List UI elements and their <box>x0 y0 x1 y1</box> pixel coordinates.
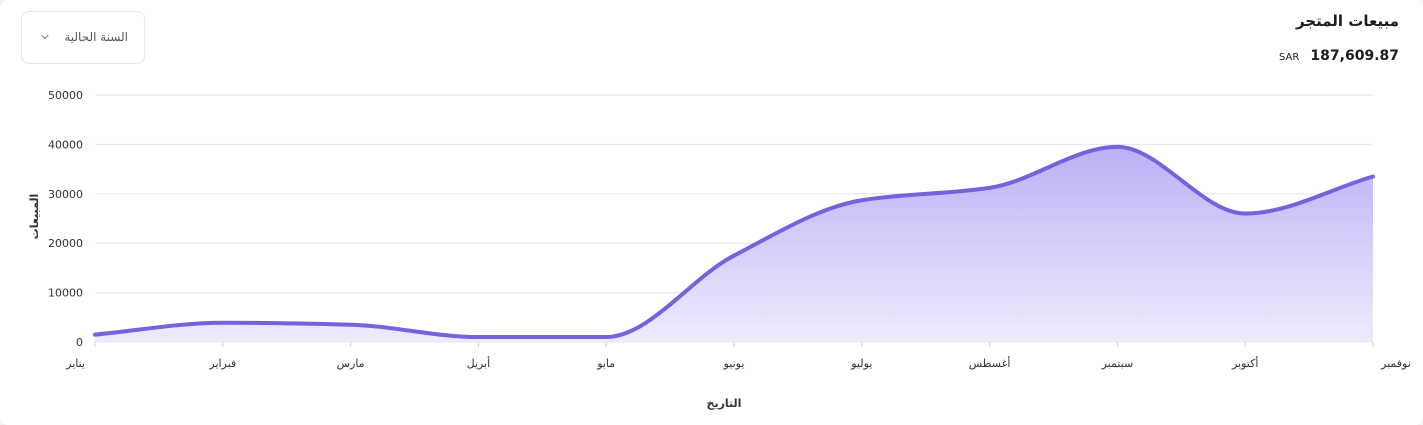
y-axis-ticks: 0 10000 20000 30000 40000 50000 <box>48 89 83 349</box>
y-tick-label: 10000 <box>48 287 83 300</box>
x-tick-label: يوليو <box>850 357 872 370</box>
x-axis-ticks: يناير فبراير مارس أبريل مايو يونيو يوليو أغسطس س… <box>65 342 1411 370</box>
period-dropdown-value: السنة الحالية <box>64 30 128 44</box>
x-tick-label: يناير <box>65 357 85 370</box>
x-tick-label: مايو <box>596 357 615 370</box>
y-tick-label: 30000 <box>48 188 83 201</box>
total-amount: 187,609.87 <box>1310 48 1399 64</box>
currency-label: SAR <box>1279 52 1300 63</box>
x-tick-label: أغسطس <box>969 356 1011 370</box>
y-tick-label: 0 <box>76 336 83 349</box>
y-tick-label: 40000 <box>48 138 83 151</box>
x-axis-title: التاريخ <box>707 397 742 410</box>
x-tick-label: أبريل <box>467 356 491 370</box>
x-tick-label: أكتوبر <box>1231 356 1258 370</box>
x-tick-label: مارس <box>337 357 365 370</box>
x-tick-label: نوفمبر <box>1380 357 1411 370</box>
sales-line <box>93 144 1375 340</box>
chevron-down-icon <box>41 34 49 40</box>
x-tick-label: يونيو <box>723 357 745 370</box>
y-axis-title: المبيعات <box>28 194 41 240</box>
sales-total: SAR 187,609.87 <box>1279 45 1399 64</box>
card-title: مبيعات المتجر <box>1295 12 1399 30</box>
x-tick-label: فبراير <box>208 357 236 370</box>
y-tick-label: 50000 <box>48 89 83 102</box>
sales-area <box>95 146 1373 342</box>
period-dropdown[interactable]: السنة الحالية <box>21 11 145 64</box>
y-tick-label: 20000 <box>48 237 83 250</box>
x-tick-label: سبتمبر <box>1101 357 1134 370</box>
